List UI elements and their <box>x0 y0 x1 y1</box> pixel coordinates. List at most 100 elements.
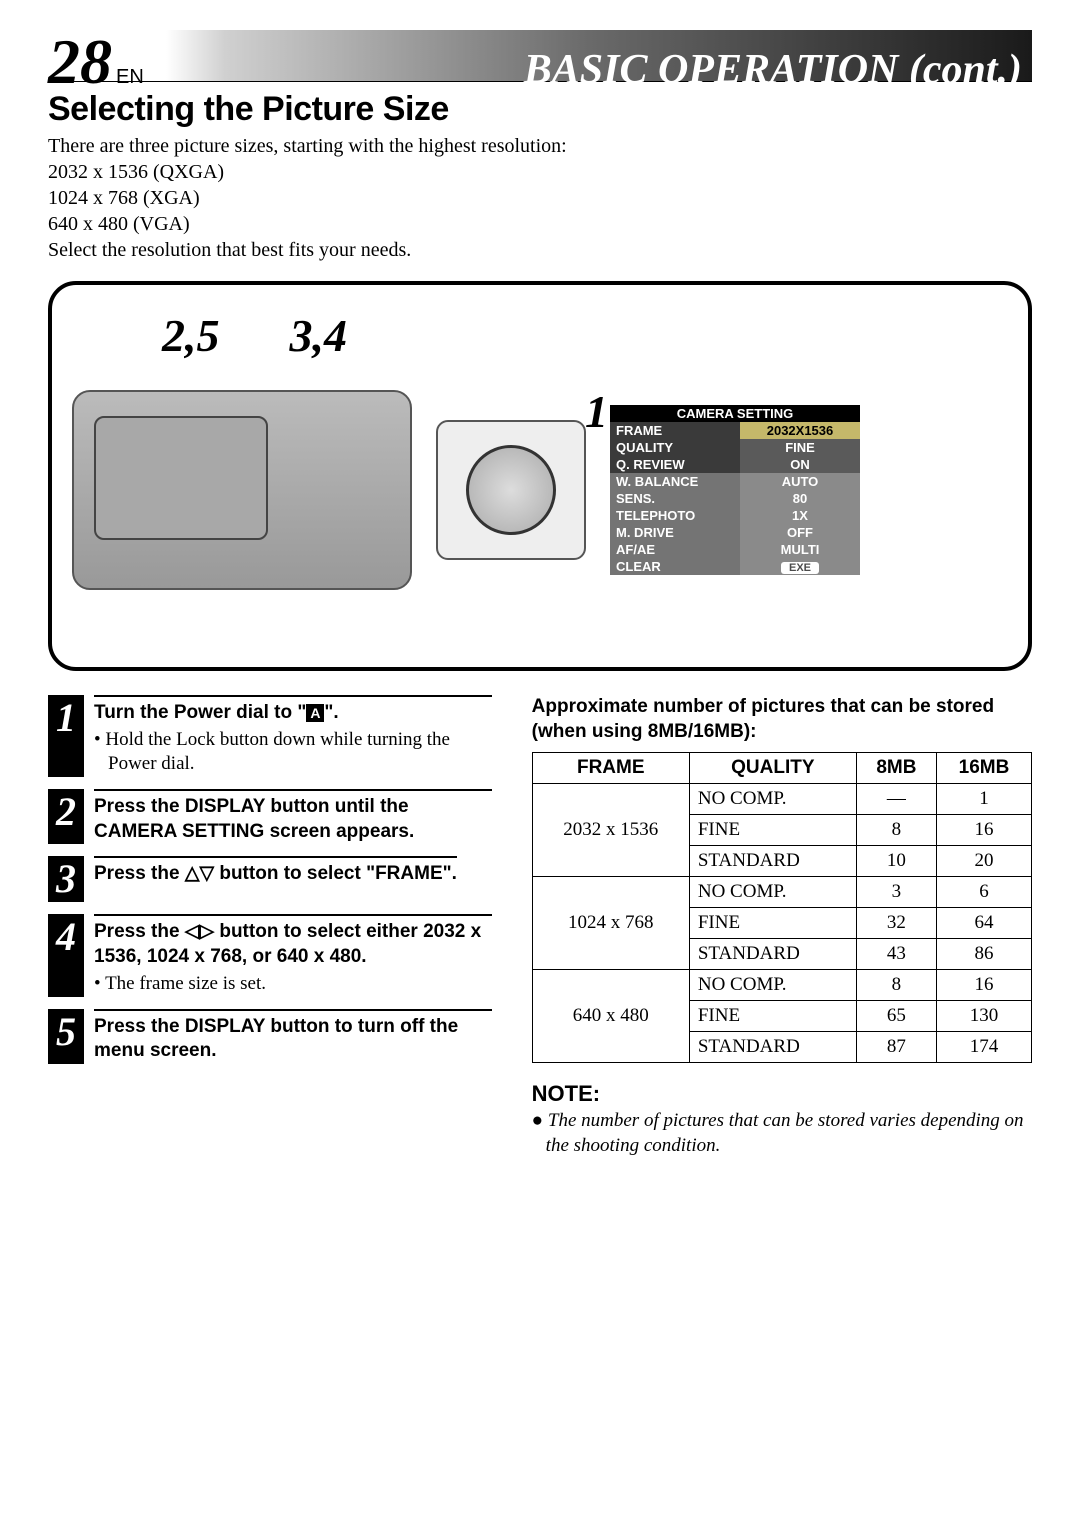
table-row: 640 x 480NO COMP.816 <box>532 970 1031 1001</box>
diagram-box: 2,5 3,4 1 CAMERA SETTING FRAME2032X1536Q… <box>48 281 1032 671</box>
menu-label: Q. REVIEW <box>610 456 740 473</box>
callout-left: 2,5 <box>162 309 220 362</box>
8mb-cell: 8 <box>856 815 936 846</box>
menu-label: CLEAR <box>610 558 740 575</box>
quality-cell: NO COMP. <box>689 970 856 1001</box>
8mb-cell: 10 <box>856 846 936 877</box>
step-body: Press the DISPLAY button until the CAMER… <box>94 789 492 844</box>
dial-illustration <box>436 420 586 560</box>
menu-label: M. DRIVE <box>610 524 740 541</box>
step-title: Press the DISPLAY button to turn off the… <box>94 1015 492 1064</box>
16mb-cell: 64 <box>936 908 1031 939</box>
8mb-cell: 32 <box>856 908 936 939</box>
16mb-cell: 174 <box>936 1032 1031 1063</box>
header-title: BASIC OPERATION (cont.) <box>524 44 1022 96</box>
callout-mid: 3,4 <box>290 309 348 362</box>
step-number: 4 <box>48 914 84 996</box>
8mb-cell: 3 <box>856 877 936 908</box>
menu-label: FRAME <box>610 422 740 439</box>
quality-cell: FINE <box>689 1001 856 1032</box>
step-title: Press the DISPLAY button until the CAMER… <box>94 795 492 844</box>
16mb-cell: 86 <box>936 939 1031 970</box>
arrow-symbols: ◁▷ <box>185 921 214 942</box>
intro-line: 2032 x 1536 (QXGA) <box>48 159 1032 185</box>
menu-label: QUALITY <box>610 439 740 456</box>
menu-value: EXE <box>740 558 860 575</box>
8mb-cell: — <box>856 784 936 815</box>
menu-value: ON <box>740 456 860 473</box>
menu-value: FINE <box>740 439 860 456</box>
callout-right: 1 <box>585 385 608 438</box>
step-body: Turn the Power dial to "A".Hold the Lock… <box>94 695 492 777</box>
8mb-cell: 8 <box>856 970 936 1001</box>
quality-cell: STANDARD <box>689 939 856 970</box>
step: 4Press the ◁▷ button to select either 20… <box>48 914 492 996</box>
note-body: The number of pictures that can be store… <box>532 1109 1032 1158</box>
menu-value: 1X <box>740 507 860 524</box>
menu-value: 2032X1536 <box>740 422 860 439</box>
intro-line: Select the resolution that best fits you… <box>48 237 1032 263</box>
step-body: Press the △▽ button to select "FRAME". <box>94 856 457 902</box>
8mb-cell: 87 <box>856 1032 936 1063</box>
frame-cell: 1024 x 768 <box>532 877 689 970</box>
step: 5Press the DISPLAY button to turn off th… <box>48 1009 492 1064</box>
steps-list: 1Turn the Power dial to "A".Hold the Loc… <box>48 695 492 1159</box>
menu-value: OFF <box>740 524 860 541</box>
page-number: 28 <box>48 30 112 94</box>
quality-cell: STANDARD <box>689 846 856 877</box>
menu-label: AF/AE <box>610 541 740 558</box>
step: 2Press the DISPLAY button until the CAME… <box>48 789 492 844</box>
menu-row: AF/AEMULTI <box>610 541 860 558</box>
step-number: 2 <box>48 789 84 844</box>
menu-row: QUALITYFINE <box>610 439 860 456</box>
menu-title: CAMERA SETTING <box>610 405 860 422</box>
intro-line: 1024 x 768 (XGA) <box>48 185 1032 211</box>
col-16mb: 16MB <box>936 753 1031 784</box>
table-row: 2032 x 1536NO COMP.—1 <box>532 784 1031 815</box>
note-text: The number of pictures that can be store… <box>532 1109 1032 1158</box>
menu-row: SENS.80 <box>610 490 860 507</box>
step-number: 3 <box>48 856 84 902</box>
menu-row: CLEAREXE <box>610 558 860 575</box>
step-number: 1 <box>48 695 84 777</box>
col-quality: QUALITY <box>689 753 856 784</box>
menu-value: MULTI <box>740 541 860 558</box>
16mb-cell: 1 <box>936 784 1031 815</box>
step-subtext: Hold the Lock button down while turning … <box>94 728 492 777</box>
frame-cell: 640 x 480 <box>532 970 689 1063</box>
menu-row: Q. REVIEWON <box>610 456 860 473</box>
table-row: 1024 x 768NO COMP.36 <box>532 877 1031 908</box>
quality-cell: NO COMP. <box>689 784 856 815</box>
step: 3 Press the △▽ button to select "FRAME". <box>48 856 492 902</box>
arrow-symbols: △▽ <box>185 863 214 884</box>
step: 1Turn the Power dial to "A".Hold the Loc… <box>48 695 492 777</box>
16mb-cell: 130 <box>936 1001 1031 1032</box>
menu-label: W. BALANCE <box>610 473 740 490</box>
quality-cell: FINE <box>689 908 856 939</box>
page-number-block: 28 EN <box>48 30 144 94</box>
quality-cell: NO COMP. <box>689 877 856 908</box>
16mb-cell: 6 <box>936 877 1031 908</box>
16mb-cell: 16 <box>936 815 1031 846</box>
header-bar: 28 EN BASIC OPERATION (cont.) <box>48 30 1032 82</box>
quality-cell: STANDARD <box>689 1032 856 1063</box>
storage-table: FRAME QUALITY 8MB 16MB 2032 x 1536NO COM… <box>532 752 1032 1063</box>
camera-setting-menu: CAMERA SETTING FRAME2032X1536QUALITYFINE… <box>610 405 860 575</box>
step-body: Press the ◁▷ button to select either 203… <box>94 914 492 996</box>
step-title: Press the △▽ button to select "FRAME". <box>94 862 457 887</box>
step-title: Press the ◁▷ button to select either 203… <box>94 920 492 969</box>
step-title: Turn the Power dial to "A". <box>94 701 492 726</box>
menu-label: TELEPHOTO <box>610 507 740 524</box>
dial-circle-icon <box>466 445 556 535</box>
quality-cell: FINE <box>689 815 856 846</box>
frame-cell: 2032 x 1536 <box>532 784 689 877</box>
menu-row: FRAME2032X1536 <box>610 422 860 439</box>
16mb-cell: 20 <box>936 846 1031 877</box>
col-frame: FRAME <box>532 753 689 784</box>
8mb-cell: 65 <box>856 1001 936 1032</box>
16mb-cell: 16 <box>936 970 1031 1001</box>
mode-icon: A <box>306 704 324 722</box>
menu-value: 80 <box>740 490 860 507</box>
intro-line: There are three picture sizes, starting … <box>48 133 1032 159</box>
8mb-cell: 43 <box>856 939 936 970</box>
